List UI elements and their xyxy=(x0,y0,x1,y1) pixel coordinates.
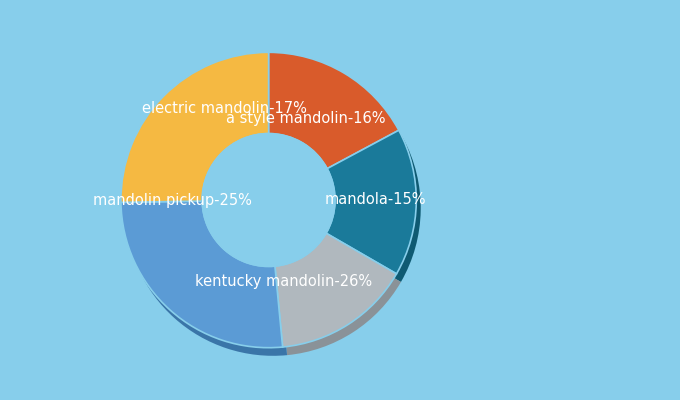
Wedge shape xyxy=(125,209,287,356)
Text: electric mandolin-17%: electric mandolin-17% xyxy=(142,101,307,116)
Text: mandola-15%: mandola-15% xyxy=(324,192,426,208)
Wedge shape xyxy=(125,60,273,210)
Text: kentucky mandolin-26%: kentucky mandolin-26% xyxy=(194,274,372,289)
Wedge shape xyxy=(121,201,283,348)
Wedge shape xyxy=(273,60,403,177)
Text: a style mandolin-16%: a style mandolin-16% xyxy=(226,111,386,126)
Wedge shape xyxy=(326,130,416,274)
Wedge shape xyxy=(269,52,398,169)
Wedge shape xyxy=(275,233,396,347)
Circle shape xyxy=(202,134,335,266)
Wedge shape xyxy=(121,52,269,202)
Wedge shape xyxy=(279,241,401,355)
Text: mandolin pickup-25%: mandolin pickup-25% xyxy=(93,192,252,208)
Wedge shape xyxy=(330,138,421,282)
